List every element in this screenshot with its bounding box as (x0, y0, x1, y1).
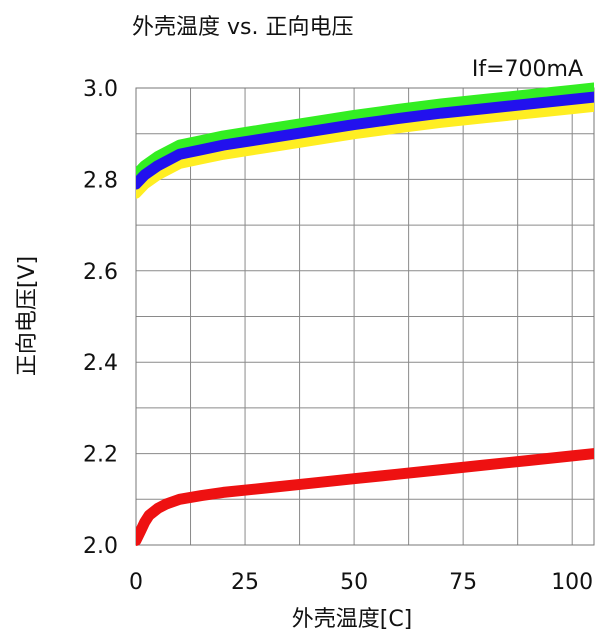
x-axis-label: 外壳温度[C] (292, 607, 413, 632)
test-condition-label: If=700mA (472, 57, 583, 82)
series-layer (136, 82, 594, 546)
y-tick-labels: 2.0 2.2 2.4 2.6 2.8 3.0 (83, 77, 118, 559)
series-line-3 (136, 91, 594, 190)
x-tick-label: 50 (340, 570, 368, 595)
y-tick-label: 3.0 (83, 77, 118, 102)
chart-title: 外壳温度 vs. 正向电压 (132, 15, 353, 40)
series-line-2 (136, 100, 594, 199)
x-tick-label: 0 (129, 570, 143, 595)
x-tick-label: 75 (449, 570, 477, 595)
x-tick-label: 25 (231, 570, 259, 595)
y-tick-label: 2.8 (83, 168, 118, 193)
series-line-1 (136, 82, 594, 181)
x-tick-labels: 0 25 50 75 100 (129, 570, 593, 595)
y-axis-label: 正向电压[V] (15, 256, 40, 376)
series-line-4 (136, 448, 594, 546)
x-tick-label: 100 (551, 570, 593, 595)
y-tick-label: 2.0 (83, 534, 118, 559)
y-tick-label: 2.2 (83, 443, 118, 468)
y-tick-label: 2.4 (83, 351, 118, 376)
y-tick-label: 2.6 (83, 260, 118, 285)
plot-frame (135, 87, 595, 546)
